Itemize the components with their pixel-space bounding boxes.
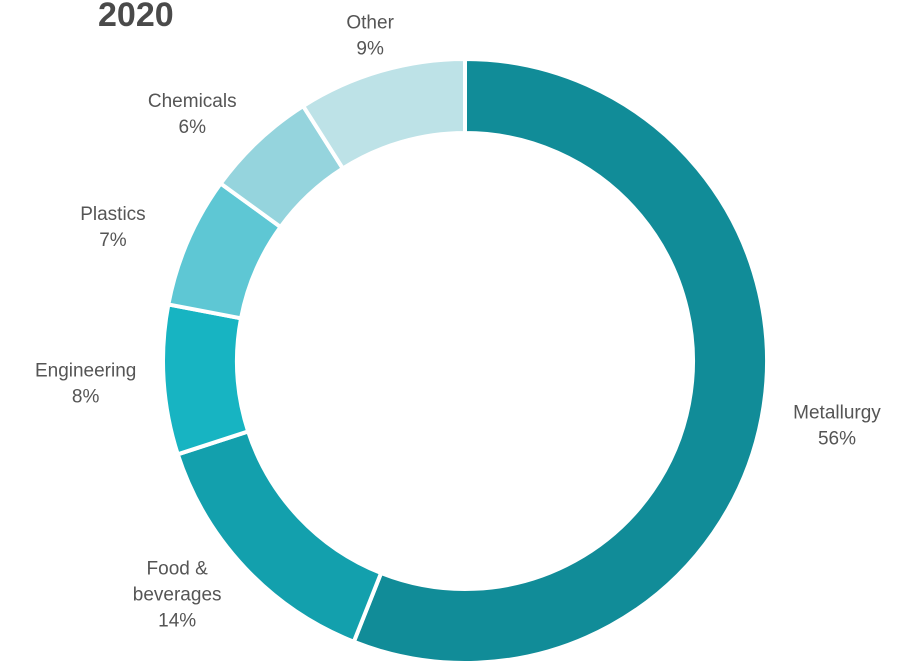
slice-name: Metallurgy — [793, 403, 881, 424]
slice-percent: 56% — [818, 429, 856, 450]
slice-label-chemicals: Chemicals 6% — [148, 91, 237, 138]
slice-percent: 14% — [158, 611, 196, 632]
slice-name: Chemicals — [148, 91, 237, 112]
slice-food-beverages — [175, 429, 384, 644]
slice-name: beverages — [133, 585, 222, 606]
chart-title: 2020 — [98, 0, 174, 34]
slice-name: Other — [346, 13, 394, 34]
slice-label-food-beverages: Food & beverages 14% — [133, 559, 222, 632]
slice-name: Plastics — [80, 204, 145, 225]
slice-label-plastics: Plastics 7% — [80, 204, 145, 251]
slice-engineering — [161, 302, 251, 457]
slice-label-engineering: Engineering 8% — [35, 360, 136, 407]
slice-percent: 7% — [99, 230, 127, 251]
labels-group: Metallurgy 56% Food & beverages 14% Engineeri… — [35, 13, 881, 632]
slices-group — [161, 57, 769, 663]
slice-percent: 9% — [356, 39, 384, 60]
slice-name: Food & — [147, 559, 209, 580]
slice-percent: 8% — [72, 386, 100, 407]
slice-name: Engineering — [35, 360, 136, 381]
slice-label-other: Other 9% — [346, 13, 394, 60]
slice-other — [301, 57, 467, 171]
slice-percent: 6% — [179, 117, 207, 138]
slice-metallurgy — [351, 57, 769, 663]
slice-label-metallurgy: Metallurgy 56% — [793, 403, 881, 450]
